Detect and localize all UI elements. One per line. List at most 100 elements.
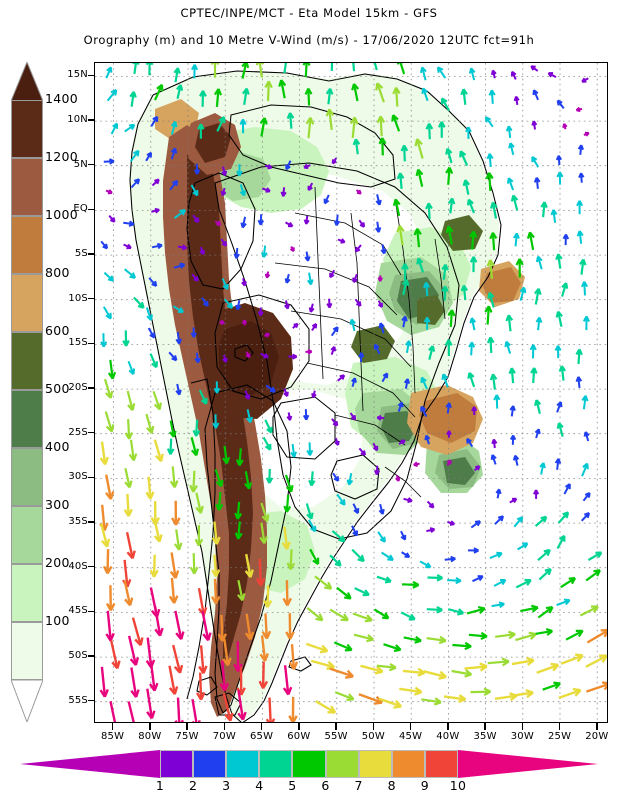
wind-vector: [334, 691, 355, 701]
wind-vector-head: [266, 273, 271, 279]
wind-vector: [488, 292, 495, 308]
wind-vector-head: [335, 420, 339, 426]
wind-vector: [537, 549, 551, 562]
wind-vector-head: [349, 319, 353, 325]
wind-vector-head: [556, 401, 562, 407]
wind-vector-head: [603, 685, 607, 691]
wind-vector-head: [441, 285, 447, 292]
x-axis-label: 60W: [287, 731, 311, 742]
wind-vector-head: [475, 465, 480, 469]
wind-vector-head: [310, 480, 316, 487]
x-axis-label: 80W: [138, 731, 162, 742]
orography-colorbar-label: 500: [45, 381, 70, 396]
wind-vector-head: [575, 376, 580, 383]
wind-vector: [352, 612, 373, 622]
x-axis-tick: [409, 723, 412, 730]
wind-vector: [582, 395, 587, 410]
wind-vector-head: [441, 373, 445, 380]
wind-vector-head: [108, 189, 113, 194]
wind-vector-head: [229, 302, 234, 309]
wind-vector: [581, 463, 589, 477]
wind-vector-head: [293, 322, 298, 326]
terrain-altiplano-inner: [219, 321, 279, 397]
wind-vector-head: [525, 688, 534, 694]
wind-vector-head: [496, 551, 502, 555]
wind-vector-head: [414, 138, 419, 147]
wind-vector: [491, 232, 496, 251]
wind-vector: [237, 579, 244, 601]
wind-vector-head: [397, 401, 403, 407]
wind-vector-head: [577, 144, 583, 150]
y-axis-tick: [88, 164, 95, 166]
wind-vector: [106, 549, 110, 574]
wind-vector: [333, 641, 353, 651]
wind-vector: [246, 409, 252, 423]
wind-vector-head: [466, 438, 469, 444]
wind-vector: [101, 504, 106, 531]
wind-vector: [222, 692, 232, 721]
chart-title-model: CPTEC/INPE/MCT - Eta Model 15km - GFS: [180, 6, 438, 20]
wind-vector-head: [353, 414, 357, 420]
wind-vector-head: [467, 372, 471, 379]
x-axis-label: 55W: [324, 731, 348, 742]
terrain-north-andes-core: [195, 123, 231, 163]
wind-vector: [172, 644, 182, 674]
wind-vector-head: [445, 148, 449, 155]
orography-colorbar-label: 300: [45, 497, 70, 512]
wind-vector: [268, 697, 272, 722]
wind-vector-head: [474, 520, 481, 523]
wind-vector-head: [335, 220, 341, 226]
wind-vector-head: [266, 187, 271, 192]
wind-vector-head: [484, 117, 488, 123]
wind-vector-head: [226, 657, 232, 666]
wind-vector-head: [225, 456, 231, 464]
wind-vector-head: [173, 67, 179, 74]
wind-vector: [586, 629, 607, 644]
wind-vector-head: [450, 555, 456, 560]
wind-vector: [106, 610, 112, 641]
wind-vector-head: [583, 431, 587, 437]
x-axis-tick: [335, 723, 337, 730]
wind-vector-head: [384, 612, 390, 619]
wind-vector: [426, 608, 443, 612]
x-axis-label: 70W: [212, 731, 236, 742]
wind-vector: [376, 575, 392, 583]
wind-vector: [351, 548, 365, 562]
wind-vector: [447, 226, 453, 245]
wind-vector-head: [412, 580, 420, 586]
wind-vector: [495, 633, 516, 638]
wind-vector-head: [507, 177, 510, 184]
wind-vector: [510, 368, 515, 384]
wind-vector-head: [389, 554, 394, 561]
wind-vector-head: [505, 314, 510, 322]
wind-vector: [487, 660, 509, 665]
orography-colorbar-top-arrow: [11, 62, 43, 101]
wind-vector-head: [378, 199, 382, 206]
wind-vector-head: [531, 604, 539, 609]
wind-vector: [244, 471, 251, 490]
y-axis-tick: [88, 253, 95, 255]
wind-vector-head: [103, 522, 109, 531]
wind-vector-head: [154, 178, 160, 182]
wind-vector-head: [180, 631, 185, 640]
wind-vector-head: [355, 248, 361, 253]
wind-vector-head: [133, 178, 140, 182]
wind-vector-head: [255, 63, 259, 66]
wind-vector: [198, 389, 208, 405]
wind-vector-head: [490, 70, 494, 76]
wind-vector: [392, 114, 401, 132]
wind-vector-head: [582, 315, 588, 322]
wind-vector-head: [422, 282, 428, 289]
wind-vector-head: [292, 715, 298, 722]
wind-vector-head: [140, 301, 145, 309]
wind-vector-head: [304, 88, 310, 95]
wind-vector: [417, 258, 425, 273]
wind-vector-head: [535, 256, 539, 263]
wind-vector-head: [337, 559, 342, 567]
wind-vector-head: [267, 163, 273, 169]
wind-vector-head: [414, 686, 423, 694]
wind-vector-head: [195, 448, 199, 456]
wind-vector-head: [396, 63, 400, 65]
y-axis-tick: [88, 119, 95, 121]
wind-vector: [153, 84, 164, 101]
